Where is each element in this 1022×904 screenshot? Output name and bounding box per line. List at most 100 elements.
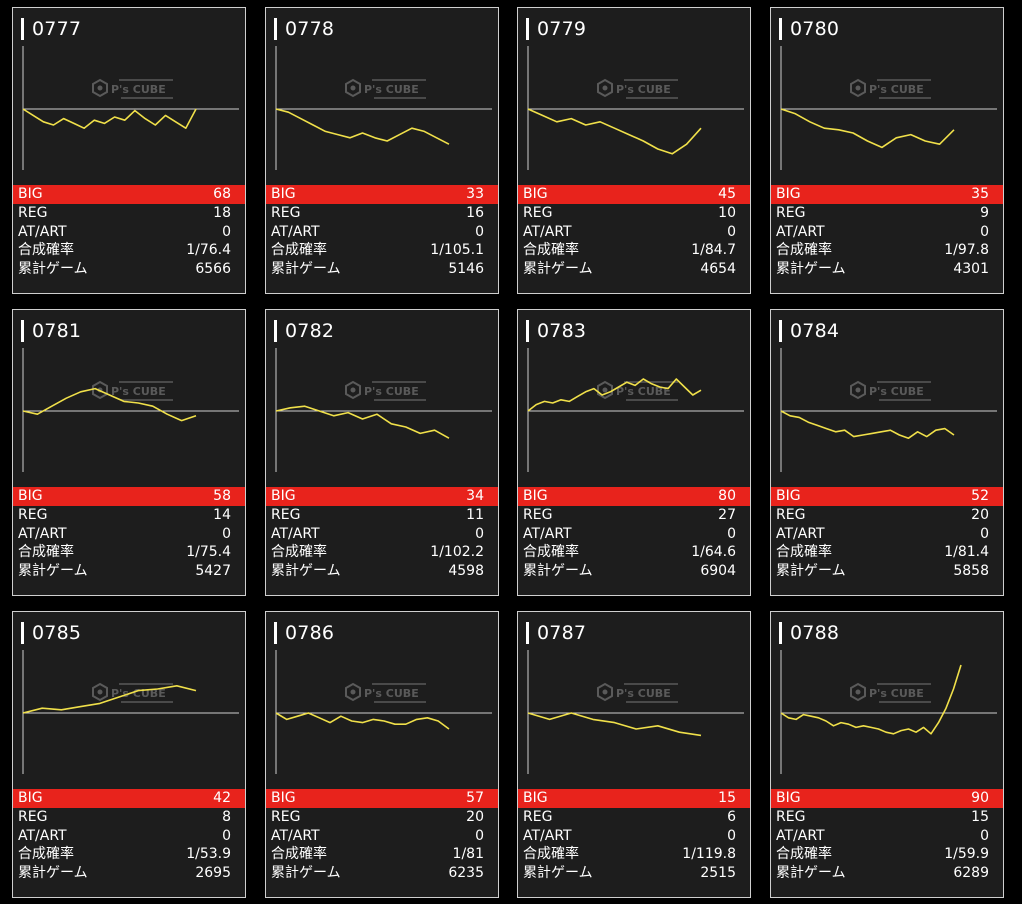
- cube-center-icon: [602, 85, 608, 91]
- at-label: AT/ART: [18, 525, 67, 542]
- machine-card[interactable]: 0778 P's CUBE BIG 33 REG 16: [265, 7, 499, 294]
- games-row: 累計ゲーム 4598: [266, 562, 498, 581]
- slump-graph: P's CUBE: [527, 650, 744, 774]
- machine-number: 0785: [32, 622, 82, 644]
- slump-line: [780, 410, 955, 439]
- machine-card[interactable]: 0782 P's CUBE BIG 34 REG 11: [265, 309, 499, 596]
- prob-row: 合成確率 1/53.9: [13, 845, 245, 864]
- games-label: 累計ゲーム: [776, 261, 846, 278]
- watermark-logo: P's CUBE: [92, 78, 173, 99]
- cube-center-icon: [350, 85, 356, 91]
- header-accent-bar: [779, 622, 782, 644]
- machine-number: 0786: [285, 622, 335, 644]
- machine-card[interactable]: 0787 P's CUBE BIG 15 REG 6: [517, 611, 751, 898]
- watermark-small-line: [121, 97, 173, 99]
- machine-card[interactable]: 0785 P's CUBE BIG 42 REG 8: [12, 611, 246, 898]
- machine-card[interactable]: 0783 P's CUBE BIG 80 REG 27: [517, 309, 751, 596]
- big-value: 34: [466, 488, 484, 504]
- stats-table: BIG 57 REG 20 AT/ART 0 合成確率 1/81 累計ゲーム 6…: [266, 789, 498, 883]
- prob-value: 1/105.1: [430, 242, 484, 259]
- big-label: BIG: [18, 790, 43, 806]
- machine-card[interactable]: 0781 P's CUBE BIG 58 REG 14: [12, 309, 246, 596]
- cube-center-icon: [350, 689, 356, 695]
- prob-row: 合成確率 1/64.6: [518, 543, 750, 562]
- slump-graph: P's CUBE: [275, 650, 492, 774]
- machine-number: 0788: [790, 622, 840, 644]
- machine-card[interactable]: 0779 P's CUBE BIG 45 REG 10: [517, 7, 751, 294]
- machine-card[interactable]: 0786 P's CUBE BIG 57 REG 20: [265, 611, 499, 898]
- at-row: AT/ART 0: [771, 827, 1003, 846]
- at-label: AT/ART: [776, 525, 825, 542]
- cube-center-icon: [350, 387, 356, 393]
- machine-number: 0781: [32, 320, 82, 342]
- header-accent-bar: [526, 320, 529, 342]
- games-value: 4598: [448, 563, 484, 580]
- at-label: AT/ART: [271, 525, 320, 542]
- prob-value: 1/97.8: [944, 242, 989, 259]
- games-row: 累計ゲーム 5858: [771, 562, 1003, 581]
- reg-row: REG 27: [518, 506, 750, 525]
- big-label: BIG: [523, 186, 548, 202]
- machine-card[interactable]: 0784 P's CUBE BIG 52 REG 20: [770, 309, 1004, 596]
- machine-number: 0782: [285, 320, 335, 342]
- machine-number: 0780: [790, 18, 840, 40]
- slump-line: [527, 712, 702, 737]
- card-header: 0780: [779, 16, 839, 42]
- games-label: 累計ゲーム: [776, 865, 846, 882]
- reg-row: REG 14: [13, 506, 245, 525]
- prob-label: 合成確率: [18, 242, 74, 259]
- at-row: AT/ART 0: [771, 525, 1003, 544]
- stats-table: BIG 52 REG 20 AT/ART 0 合成確率 1/81.4 累計ゲーム…: [771, 487, 1003, 581]
- reg-label: REG: [776, 506, 806, 523]
- machine-card[interactable]: 0777 P's CUBE BIG 68 REG 18: [12, 7, 246, 294]
- prob-value: 1/59.9: [944, 846, 989, 863]
- reg-label: REG: [271, 808, 301, 825]
- prob-label: 合成確率: [776, 846, 832, 863]
- machine-card[interactable]: 0780 P's CUBE BIG 35 REG 9: [770, 7, 1004, 294]
- watermark-small-line: [879, 97, 931, 99]
- at-row: AT/ART 0: [13, 827, 245, 846]
- machine-card[interactable]: 0788 P's CUBE BIG 90 REG 15: [770, 611, 1004, 898]
- slump-line: [275, 712, 450, 730]
- reg-label: REG: [776, 204, 806, 221]
- reg-row: REG 6: [518, 808, 750, 827]
- prob-row: 合成確率 1/75.4: [13, 543, 245, 562]
- games-value: 4301: [953, 261, 989, 278]
- cube-icon: [850, 380, 866, 400]
- header-accent-bar: [21, 622, 24, 644]
- watermark-logo: P's CUBE: [345, 682, 426, 703]
- at-label: AT/ART: [776, 827, 825, 844]
- slump-line: [22, 684, 197, 714]
- slump-line: [275, 405, 450, 439]
- prob-value: 1/102.2: [430, 544, 484, 561]
- prob-value: 1/53.9: [186, 846, 231, 863]
- watermark-brand: P's CUBE: [869, 385, 924, 398]
- watermark-logo: P's CUBE: [345, 78, 426, 99]
- prob-row: 合成確率 1/102.2: [266, 543, 498, 562]
- watermark-small-line: [626, 399, 678, 401]
- slump-graph: P's CUBE: [275, 348, 492, 472]
- games-row: 累計ゲーム 6289: [771, 864, 1003, 883]
- watermark-small-line: [121, 701, 173, 703]
- watermark-small-line: [877, 79, 931, 81]
- stats-table: BIG 45 REG 10 AT/ART 0 合成確率 1/84.7 累計ゲーム…: [518, 185, 750, 279]
- machine-number: 0787: [537, 622, 587, 644]
- prob-value: 1/64.6: [691, 544, 736, 561]
- games-label: 累計ゲーム: [18, 563, 88, 580]
- games-row: 累計ゲーム 4654: [518, 260, 750, 279]
- big-value: 45: [718, 186, 736, 202]
- big-label: BIG: [523, 488, 548, 504]
- cube-icon: [597, 380, 613, 400]
- slump-graph: P's CUBE: [22, 348, 239, 472]
- games-value: 2695: [195, 865, 231, 882]
- watermark-small-line: [626, 701, 678, 703]
- games-row: 累計ゲーム 5427: [13, 562, 245, 581]
- big-value: 15: [718, 790, 736, 806]
- big-label: BIG: [271, 790, 296, 806]
- watermark-small-line: [119, 381, 173, 383]
- watermark-brand: P's CUBE: [616, 385, 671, 398]
- reg-value: 14: [213, 506, 231, 523]
- at-row: AT/ART 0: [266, 525, 498, 544]
- slump-graph: P's CUBE: [527, 348, 744, 472]
